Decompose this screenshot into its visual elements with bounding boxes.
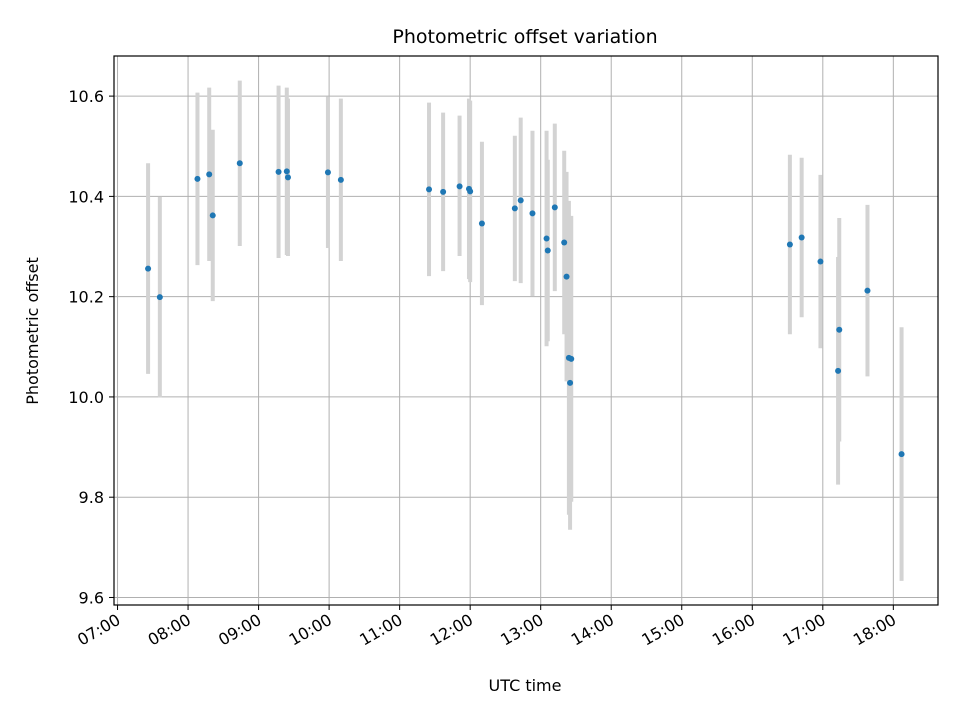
x-tick-label: 16:00 (709, 610, 758, 650)
data-point (543, 235, 550, 242)
x-axis-label: UTC time (489, 676, 562, 695)
data-point (275, 168, 282, 175)
data-point (456, 183, 463, 190)
data-point (194, 175, 201, 182)
data-point (440, 188, 447, 195)
data-point (324, 169, 331, 176)
data-point (529, 210, 536, 217)
x-tick-label: 15:00 (638, 610, 687, 650)
x-tick-label: 17:00 (779, 610, 828, 650)
data-point (156, 294, 163, 301)
chart-title: Photometric offset variation (392, 26, 657, 48)
data-point (511, 205, 518, 212)
data-point (209, 212, 216, 219)
grid-lines (114, 56, 938, 605)
y-tick-label: 9.6 (79, 588, 104, 607)
data-point (283, 168, 290, 175)
y-tick-label: 10.0 (68, 388, 104, 407)
data-point (284, 174, 291, 181)
data-point (563, 273, 570, 280)
y-tick-label: 10.4 (68, 187, 104, 206)
data-point (561, 239, 568, 246)
data-point (786, 241, 793, 248)
y-tick-label: 10.2 (68, 288, 104, 307)
error-bars (146, 80, 904, 581)
x-tick-label: 11:00 (356, 610, 405, 650)
x-tick-label: 13:00 (497, 610, 546, 650)
data-point (567, 379, 574, 386)
data-point (835, 367, 842, 374)
data-point (898, 451, 905, 458)
x-tick-label: 08:00 (145, 610, 194, 650)
plot-area-frame (113, 55, 939, 606)
x-tick-label: 12:00 (427, 610, 476, 650)
data-point (478, 220, 485, 227)
x-tick-label: 09:00 (215, 610, 264, 650)
data-point (467, 188, 474, 195)
data-point (517, 197, 524, 204)
y-axis-ticks: 9.6 9.8 10.0 10.2 10.4 10.6 (68, 87, 114, 607)
data-point (145, 265, 152, 272)
y-tick-label: 10.6 (68, 87, 104, 106)
data-point (551, 204, 558, 211)
y-tick-label: 9.8 (79, 488, 104, 507)
data-point (206, 171, 213, 178)
x-tick-label: 18:00 (850, 610, 899, 650)
x-tick-label: 10:00 (286, 610, 335, 650)
data-point (836, 326, 843, 333)
data-point (426, 186, 433, 193)
data-point (864, 287, 871, 294)
data-points (145, 160, 905, 458)
data-point (236, 160, 243, 167)
data-point (337, 176, 344, 183)
data-point (544, 247, 551, 254)
y-axis-label: Photometric offset (23, 257, 42, 405)
data-point (568, 355, 575, 362)
x-tick-label: 14:00 (568, 610, 617, 650)
data-point (817, 258, 824, 265)
x-tick-label: 07:00 (74, 610, 123, 650)
data-point (798, 234, 805, 241)
x-axis-ticks: 07:00 08:00 09:00 10:00 11:00 12:00 13:00 14:00… (74, 605, 899, 650)
